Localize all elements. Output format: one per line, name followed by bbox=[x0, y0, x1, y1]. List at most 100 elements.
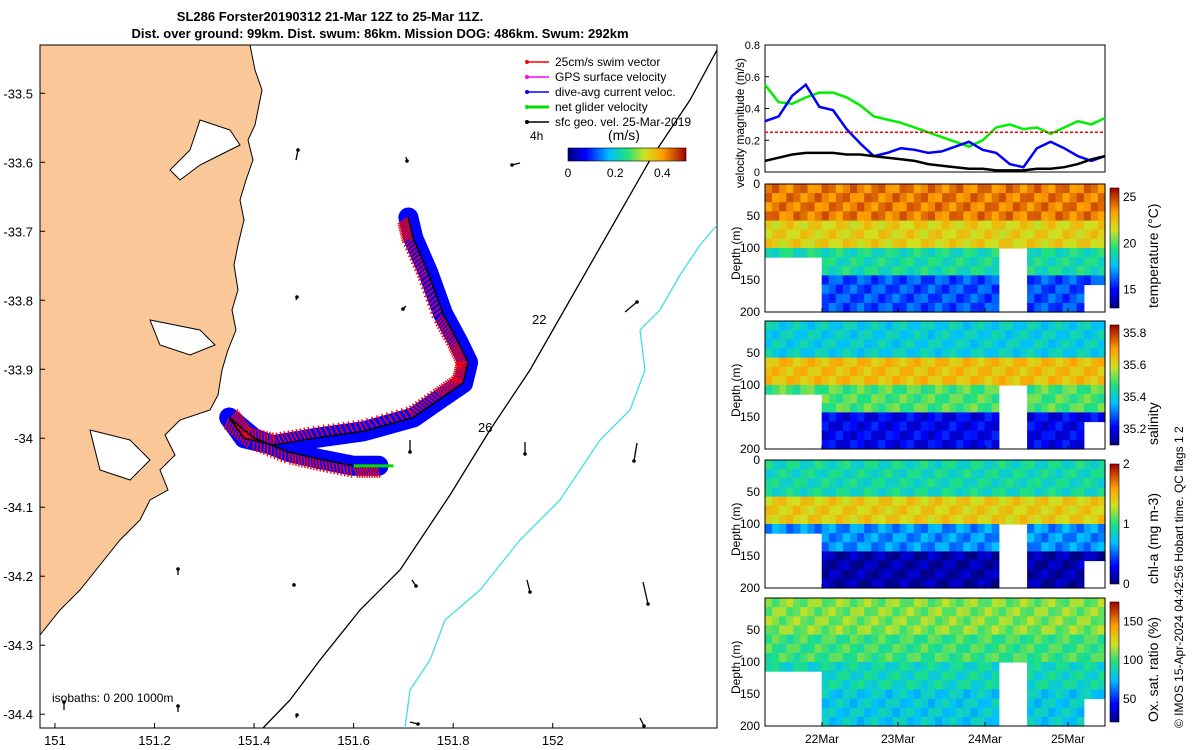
section-cell bbox=[1005, 469, 1014, 479]
section-cell bbox=[1090, 478, 1099, 488]
section-cell bbox=[963, 439, 971, 450]
section-cell bbox=[991, 707, 1000, 718]
section-cell bbox=[984, 229, 993, 240]
section-cell bbox=[871, 211, 879, 222]
section-cell bbox=[1097, 366, 1106, 377]
section-cell bbox=[1055, 505, 1064, 516]
section-cell bbox=[935, 330, 943, 340]
section-cell bbox=[1083, 248, 1092, 258]
section-cell bbox=[850, 698, 858, 709]
section-cell bbox=[835, 533, 844, 543]
section-cell bbox=[1048, 220, 1056, 231]
section-cell bbox=[821, 460, 830, 470]
section-cell bbox=[842, 634, 851, 645]
section-cell bbox=[828, 430, 837, 441]
section-cell bbox=[899, 248, 908, 258]
section-cell bbox=[864, 469, 872, 479]
section-cell bbox=[1076, 220, 1085, 231]
section-cell bbox=[899, 229, 908, 240]
section-cell bbox=[956, 671, 964, 681]
section-cell bbox=[835, 348, 844, 359]
section-cell bbox=[970, 220, 979, 231]
section-cell bbox=[1012, 487, 1021, 498]
section-cell bbox=[1020, 220, 1028, 231]
section-cell bbox=[1041, 469, 1049, 479]
section-cell bbox=[1005, 598, 1014, 608]
section-cell bbox=[913, 412, 922, 423]
section-cell bbox=[814, 211, 823, 222]
section-cell bbox=[835, 607, 844, 617]
section-cell bbox=[906, 671, 915, 681]
swim-vector bbox=[357, 465, 364, 479]
section-cell bbox=[821, 403, 830, 413]
section-ytick-label: 100 bbox=[740, 241, 760, 255]
section-cell bbox=[1027, 487, 1035, 498]
swim-vector bbox=[453, 351, 464, 362]
section-cell bbox=[1005, 229, 1014, 240]
section-colorbar-label: chl-a (mg m-3) bbox=[1145, 492, 1161, 584]
section-cell bbox=[800, 478, 809, 488]
section-cell bbox=[1034, 403, 1042, 413]
section-cell bbox=[1020, 634, 1028, 645]
section-cell bbox=[885, 514, 894, 525]
section-cell bbox=[949, 357, 957, 368]
section-cell bbox=[850, 202, 858, 212]
section-cell bbox=[1062, 616, 1071, 626]
section-cell bbox=[913, 478, 922, 488]
section-cell bbox=[779, 330, 787, 340]
section-cell bbox=[871, 542, 879, 552]
section-ytick-label: 0 bbox=[753, 177, 760, 191]
velocity-ylabel: velocity magnitude (m/s) bbox=[733, 57, 747, 188]
section-cell bbox=[913, 671, 922, 681]
section-cell bbox=[984, 716, 993, 727]
section-cell bbox=[956, 394, 964, 404]
section-cell bbox=[942, 238, 950, 249]
section-cell bbox=[963, 220, 971, 231]
section-cell bbox=[949, 348, 957, 359]
section-cell bbox=[864, 607, 872, 617]
legend-arrowhead bbox=[525, 75, 529, 79]
section-cell bbox=[779, 385, 787, 395]
section-cell bbox=[1076, 284, 1085, 295]
section-cell bbox=[807, 357, 816, 368]
section-cell bbox=[1097, 662, 1106, 672]
section-cell bbox=[1034, 598, 1042, 608]
map-ytick-label: -33.8 bbox=[3, 293, 33, 308]
section-cell bbox=[1034, 524, 1042, 534]
section-cell bbox=[772, 487, 780, 498]
section-cell bbox=[977, 321, 986, 331]
section-cell bbox=[920, 524, 929, 534]
section-cell bbox=[1062, 293, 1071, 304]
section-cell bbox=[906, 496, 915, 507]
section-cell bbox=[899, 634, 908, 645]
section-cell bbox=[1020, 211, 1028, 222]
section-cell bbox=[885, 293, 894, 304]
section-cell bbox=[1069, 662, 1078, 672]
section-cell bbox=[1034, 680, 1042, 690]
section-cell bbox=[977, 302, 986, 313]
section-cell bbox=[807, 478, 816, 488]
arrow-head bbox=[176, 567, 180, 571]
section-cell bbox=[949, 716, 957, 727]
section-cell bbox=[1062, 266, 1071, 276]
section-cell bbox=[835, 680, 844, 690]
section-cell bbox=[913, 211, 922, 222]
section-cell bbox=[1055, 578, 1064, 589]
section-cell bbox=[935, 533, 943, 543]
isobath-200m bbox=[404, 224, 717, 728]
section-cell bbox=[1034, 220, 1042, 231]
swim-vector bbox=[408, 405, 420, 414]
map-xtick-label: 151.4 bbox=[238, 733, 271, 748]
section-cell bbox=[1048, 257, 1056, 267]
section-cell bbox=[977, 542, 986, 552]
swim-vector bbox=[317, 425, 325, 438]
section-cell bbox=[821, 348, 830, 359]
section-cell bbox=[1062, 524, 1071, 534]
section-cell bbox=[1048, 302, 1056, 313]
swim-vector bbox=[370, 416, 380, 428]
section-cell bbox=[779, 487, 787, 498]
section-cell bbox=[1097, 689, 1106, 700]
section-cell bbox=[835, 394, 844, 404]
swim-vector bbox=[300, 454, 303, 468]
